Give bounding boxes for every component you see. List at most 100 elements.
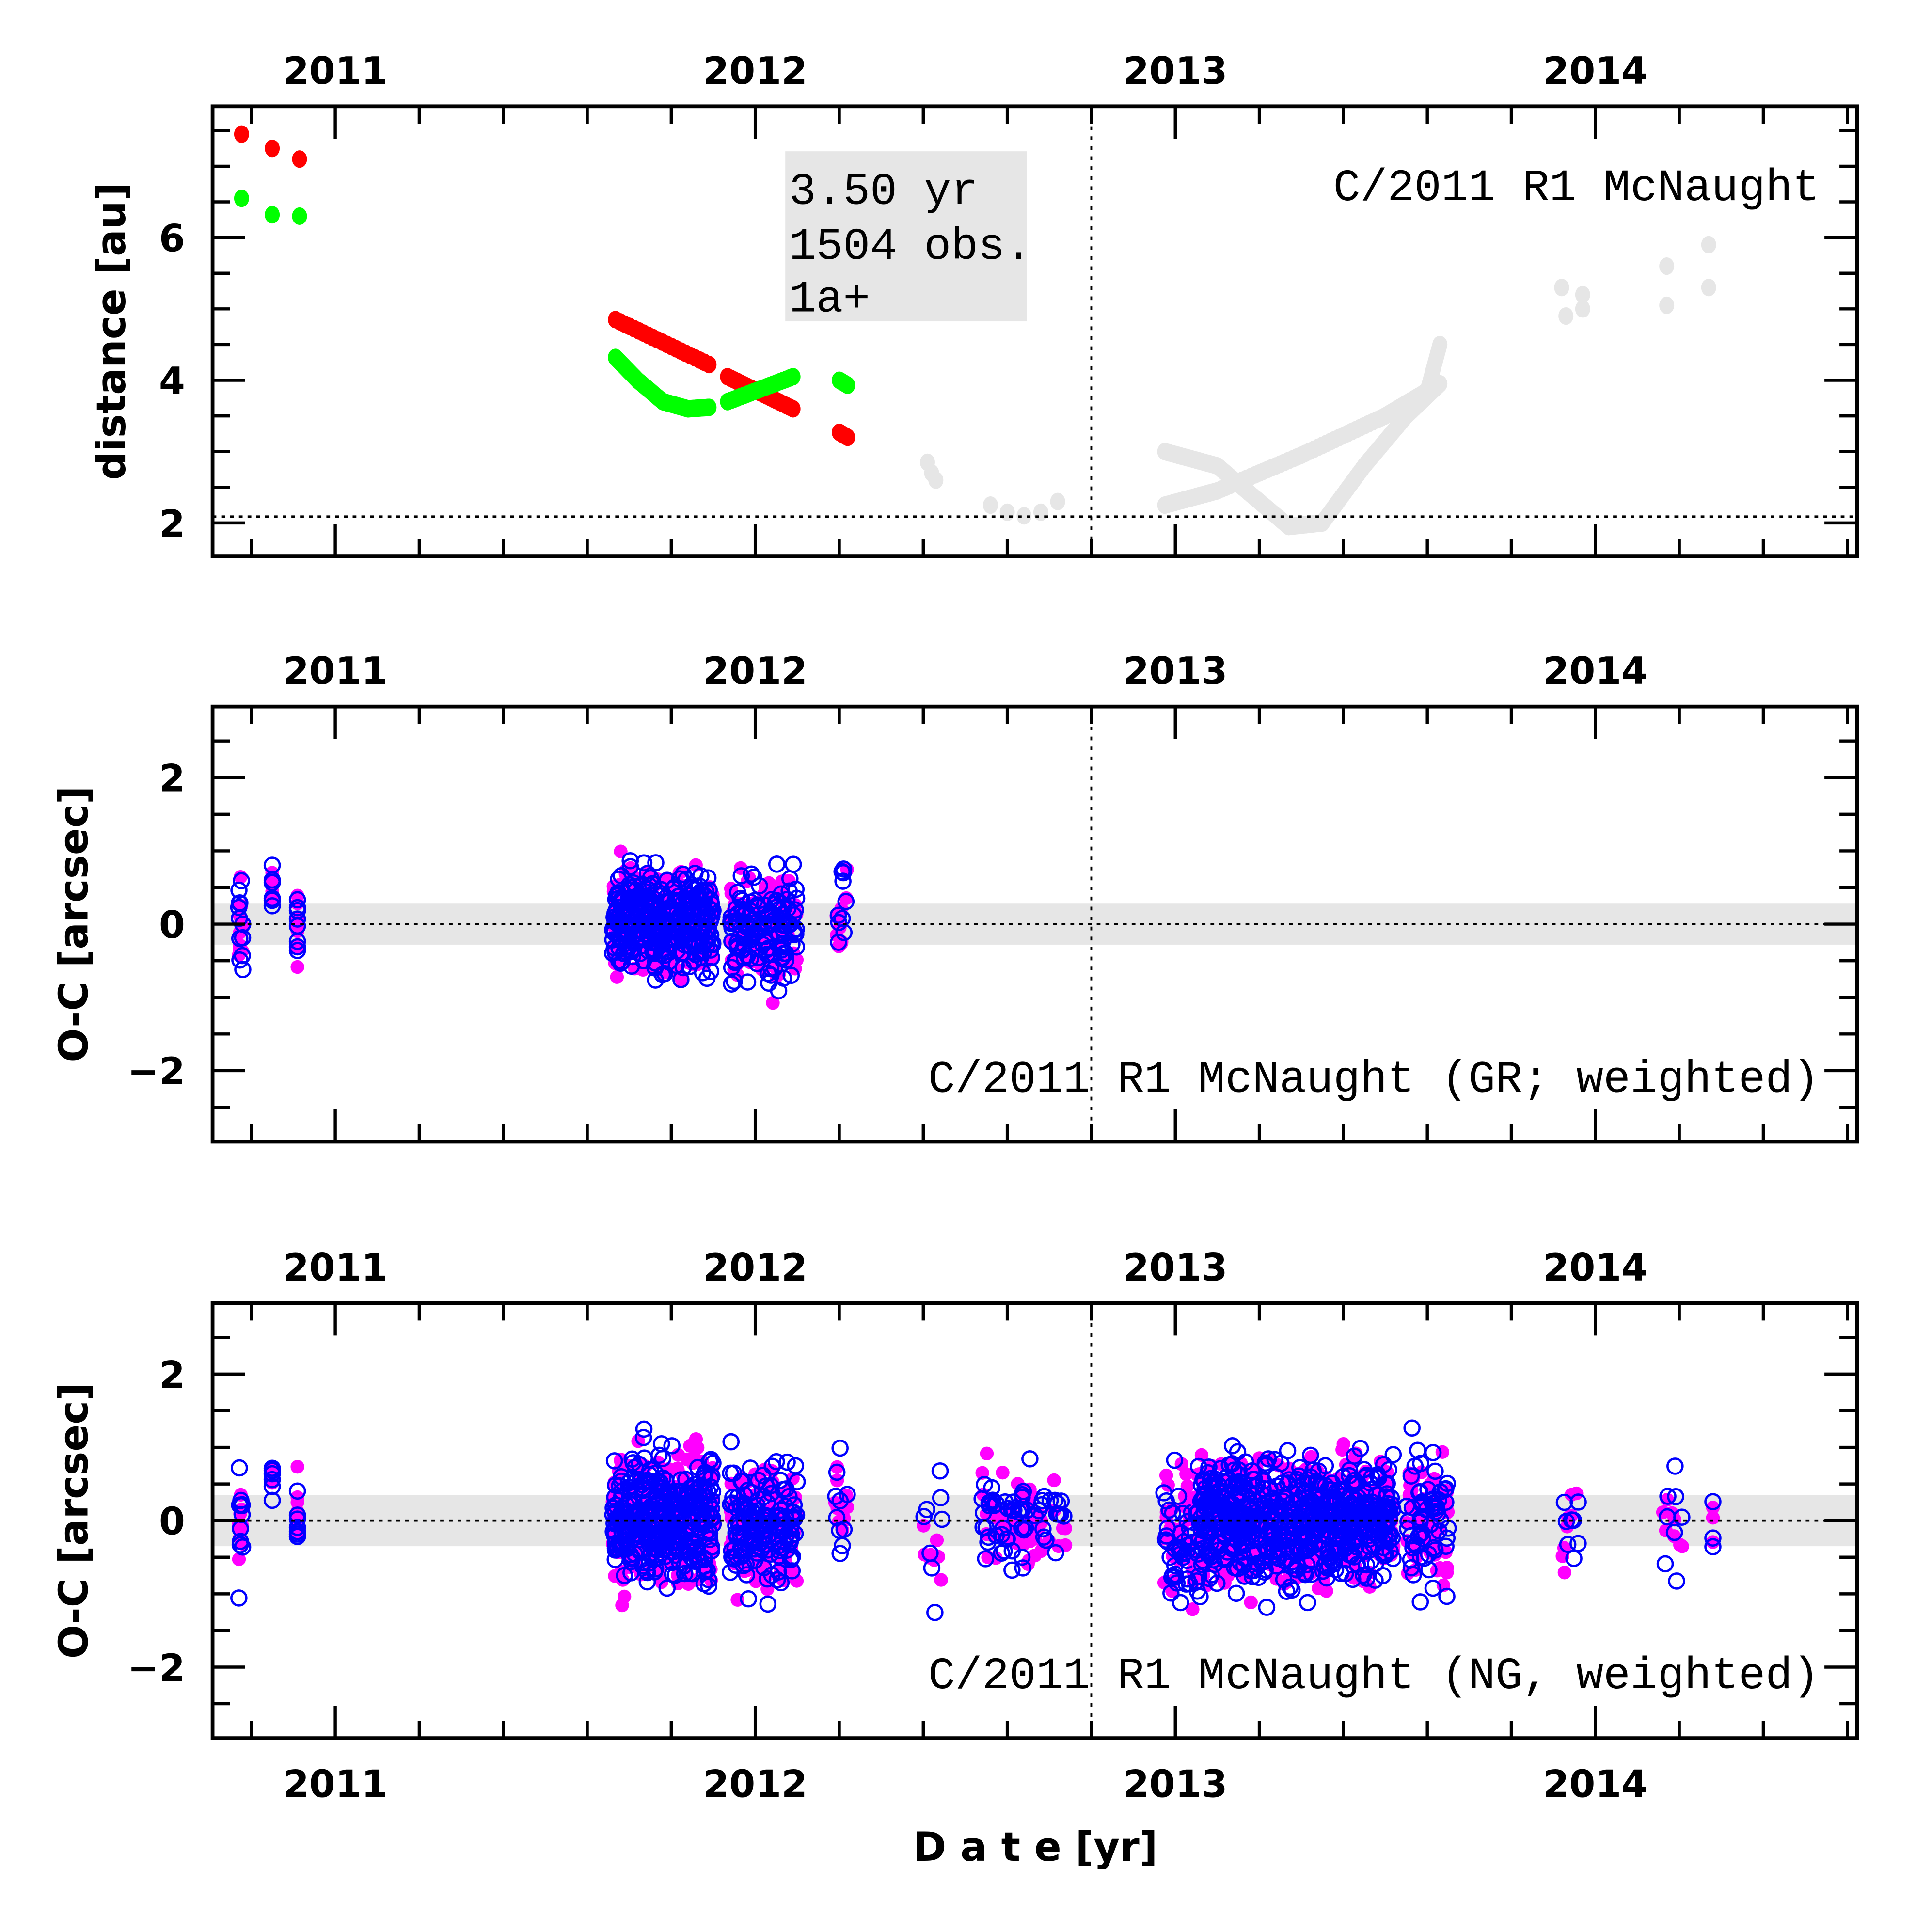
dec-residual-point [725,1464,743,1482]
dec-residual-point [1565,1550,1583,1568]
dec-residual-point [1424,1444,1442,1461]
dec-residual-point [654,1450,672,1467]
heliocentric-observed--point [701,356,717,374]
dec-residual-point [1283,1581,1301,1599]
dec-residual-point [638,1573,656,1591]
dec-residual-point [728,1528,746,1546]
dec-residual-point [783,1562,801,1580]
dec-residual-point [830,914,848,932]
dec-residual-point [630,893,648,911]
dec-residual-point [1364,1536,1382,1554]
dec-residual-point [742,921,760,939]
dec-residual-point [733,903,751,921]
dec-residual-point [1332,1565,1349,1583]
geocentric-observed--point [701,398,717,416]
ra-residual-point [232,1552,246,1567]
dec-residual-point [837,893,855,910]
dec-residual-point [1265,1542,1283,1559]
dec-residual-point [1272,1497,1290,1515]
dec-residual-point [612,867,630,885]
y-tick-label: 6 [159,217,185,261]
dec-residual-point [1299,1594,1316,1612]
ra-residual-point [290,960,304,974]
dec-residual-point [1161,1548,1179,1566]
dec-residual-point [740,1590,757,1608]
dec-residual-point [608,901,625,918]
dec-residual-point [1003,1561,1021,1579]
dec-residual-point [977,1550,995,1568]
dec-residual-point [648,1473,666,1490]
dec-residual-point [759,1595,777,1613]
x-tick-label-top: 2013 [1123,49,1227,93]
panel3-title: C/2011 R1 McNaught (NG, weighted) [928,1651,1820,1702]
info-box [785,151,1027,322]
dec-residual-point [612,1536,630,1554]
dec-residual-point [1374,1567,1392,1584]
ra-residual-point [934,1573,948,1587]
unobserved-point [1575,285,1590,303]
y-tick-label: 2 [159,757,185,801]
panel2-title: C/2011 R1 McNaught (GR; weighted) [928,1054,1820,1105]
dec-residual-point [1190,1568,1207,1585]
dec-residual-point [1015,1521,1033,1539]
dec-residual-point [288,910,306,928]
dec-residual-point [739,1482,757,1499]
dec-residual-point [782,1530,800,1548]
unobserved-point [1701,279,1716,297]
ra-residual-point [1159,1468,1173,1483]
dec-residual-point [288,1528,306,1545]
dec-residual-point [745,869,762,886]
dec-residual-point [695,1575,713,1593]
dec-residual-point [649,1518,666,1536]
dec-residual-point [1206,1555,1223,1573]
dec-residual-point [923,1559,941,1577]
geocentric-observed--point [265,206,280,224]
dec-residual-point [1244,1500,1262,1518]
dec-residual-point [635,1420,653,1438]
dec-residual-point [1191,1588,1209,1605]
dec-residual-point [288,1519,306,1536]
y-tick-label: 4 [159,360,185,403]
panel1-title: C/2011 R1 McNaught [1333,163,1820,214]
dec-residual-point [742,950,760,967]
dec-residual-point [696,913,713,931]
dec-residual-point [695,1466,713,1484]
ra-residual-point [1178,1489,1192,1503]
y-axis-label-distance: distance [au] [88,183,135,480]
unobserved-point [1016,507,1032,525]
info-obs: 1504 obs. [789,222,1032,272]
dec-residual-point [1439,1474,1456,1492]
dec-residual-point [1294,1515,1312,1533]
x-tick-label-top: 2011 [283,49,387,93]
unobserved-point [1659,296,1675,315]
dec-residual-point [1403,1419,1421,1437]
dec-residual-point [1280,1471,1298,1489]
dec-residual-point [1345,1498,1363,1515]
dec-residual-point [1438,1529,1456,1547]
dec-residual-point [1337,1565,1354,1583]
dec-residual-point [691,1516,709,1533]
dec-residual-point [1037,1531,1055,1549]
ra-residual-point [1706,1511,1720,1525]
dec-residual-point [749,949,767,966]
heliocentric-observed--point [292,150,307,168]
unobserved-point [1575,300,1590,318]
dec-residual-point [772,1472,789,1489]
dec-residual-point [654,1540,672,1558]
dec-residual-point [1249,1543,1267,1561]
dec-residual-point [630,1456,648,1473]
geocentric-observed--point [785,368,801,386]
dec-residual-point [263,1477,281,1495]
dec-residual-point [773,941,791,959]
dec-residual-point [656,965,674,982]
dec-residual-point [830,934,847,951]
dec-residual-point [695,1557,713,1575]
dec-residual-point [777,1480,795,1498]
dec-residual-point [1408,1536,1425,1553]
info-class: 1a+ [789,274,870,325]
x-tick-label-bottom: 2013 [1123,1762,1227,1806]
dec-residual-point [1256,1454,1274,1472]
dec-residual-point [993,1526,1011,1543]
dec-residual-point [700,1521,718,1539]
dec-residual-point [773,885,790,903]
